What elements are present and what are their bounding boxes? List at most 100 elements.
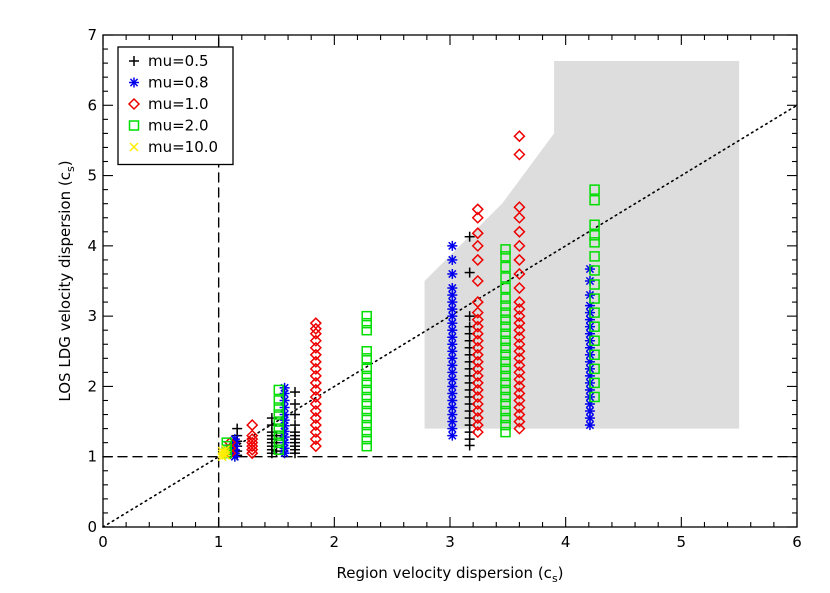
- data-point: [513, 338, 526, 351]
- y-axis-label: LOS LDG velocity dispersion (cs): [56, 160, 77, 401]
- data-point: [513, 310, 526, 323]
- data-point: [309, 397, 322, 411]
- data-point: [513, 401, 526, 414]
- data-point: [273, 395, 285, 406]
- data-point: [500, 251, 511, 262]
- data-point: [513, 225, 526, 238]
- data-point: [589, 349, 600, 361]
- data-point: [273, 430, 285, 441]
- data-point: [309, 322, 322, 335]
- data-point: [246, 419, 259, 432]
- data-point: [361, 377, 372, 389]
- data-point: [513, 331, 526, 344]
- data-point: [500, 335, 511, 346]
- data-point: [513, 387, 526, 400]
- series-mu-0-8: [229, 240, 595, 462]
- data-point: [589, 219, 600, 231]
- data-point: [471, 227, 484, 240]
- series-mu-2-0: [221, 184, 600, 459]
- data-point: [500, 261, 511, 273]
- y-tick-label: 3: [87, 307, 97, 325]
- data-point: [309, 404, 322, 418]
- data-point: [513, 317, 526, 330]
- data-point: [309, 440, 322, 453]
- data-point: [589, 363, 600, 375]
- data-point: [361, 405, 372, 417]
- x-tick-label: 1: [214, 533, 224, 551]
- data-point: [500, 384, 511, 396]
- data-point: [290, 387, 301, 398]
- data-point: [589, 230, 600, 241]
- data-point: [361, 317, 372, 329]
- y-tick-label: 4: [87, 237, 97, 255]
- data-point: [500, 363, 511, 375]
- x-axis-label: Region velocity dispersion (cs): [336, 564, 563, 585]
- data-point: [500, 300, 511, 311]
- series-mu-1-0: [224, 130, 526, 460]
- data-point: [513, 394, 526, 407]
- data-point: [500, 419, 511, 431]
- data-point: [500, 405, 511, 417]
- data-point: [361, 324, 372, 336]
- legend-entry-label: mu=2.0: [148, 117, 209, 135]
- data-point: [361, 384, 372, 396]
- data-point: [500, 356, 511, 368]
- data-point: [500, 328, 511, 339]
- legend-marker: [129, 56, 139, 66]
- data-point: [589, 391, 600, 403]
- data-point: [271, 430, 282, 441]
- data-point: [361, 310, 372, 322]
- data-point: [513, 415, 526, 428]
- y-tick-label: 1: [87, 448, 97, 466]
- data-point: [471, 390, 484, 404]
- data-point: [309, 390, 322, 404]
- data-point: [513, 130, 526, 143]
- data-point: [471, 419, 484, 432]
- data-point: [589, 321, 600, 332]
- data-point: [273, 402, 285, 413]
- data-point: [221, 447, 231, 458]
- data-point: [273, 423, 285, 434]
- data-point: [309, 334, 322, 347]
- data-point: [500, 321, 511, 332]
- data-point: [513, 352, 526, 365]
- data-point: [309, 348, 322, 361]
- data-point: [513, 303, 526, 316]
- data-point: [513, 408, 526, 421]
- data-point: [500, 244, 511, 255]
- x-tick-label: 5: [677, 533, 687, 551]
- data-point: [290, 409, 301, 420]
- y-tick-label: 7: [87, 26, 97, 44]
- legend-marker: [127, 97, 141, 111]
- legend-entry-label: mu=10.0: [148, 138, 218, 156]
- legend-marker: [129, 142, 139, 152]
- legend: mu=0.5 mu=0.8 mu=1.0 mu=2.0 mu=10.0: [117, 46, 234, 166]
- data-point: [471, 426, 484, 439]
- data-point: [513, 201, 526, 214]
- data-point: [513, 373, 526, 386]
- data-point: [513, 267, 526, 281]
- data-point: [513, 422, 526, 435]
- data-point: [589, 265, 600, 276]
- data-point: [447, 381, 458, 392]
- data-point: [471, 376, 484, 389]
- data-point: [500, 272, 511, 283]
- data-point: [584, 420, 595, 431]
- data-point: [447, 304, 458, 315]
- data-point: [309, 411, 322, 425]
- x-tick-label: 6: [792, 533, 802, 551]
- data-point: [309, 362, 322, 375]
- data-point: [513, 296, 526, 309]
- data-point: [273, 416, 285, 427]
- data-point: [309, 341, 322, 354]
- data-point: [513, 324, 526, 337]
- data-point: [471, 306, 484, 319]
- data-point: [361, 370, 372, 382]
- data-point: [513, 211, 526, 224]
- data-point: [500, 412, 511, 424]
- data-point: [500, 342, 511, 354]
- data-point: [309, 376, 322, 389]
- legend-entry-label: mu=0.5: [148, 52, 209, 70]
- data-point: [471, 362, 484, 375]
- axes-layer: 0 1 2 3 4 5 6 0 1 2 3 4 5 6 7: [87, 26, 801, 551]
